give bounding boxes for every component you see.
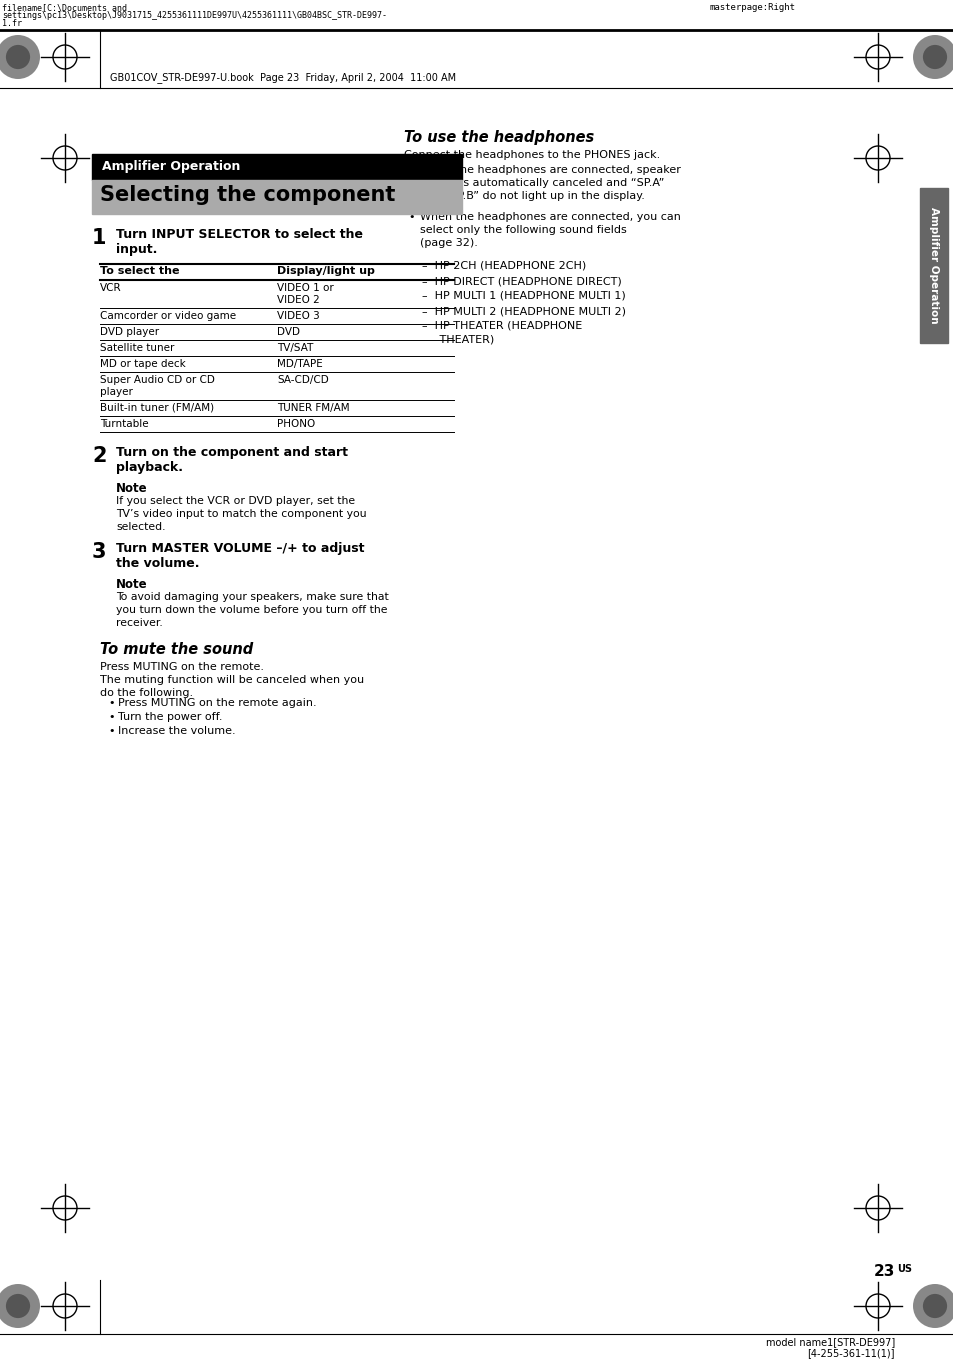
Text: –  HP THEATER (HEADPHONE
     THEATER): – HP THEATER (HEADPHONE THEATER) [421,321,581,344]
Circle shape [912,1284,953,1329]
Text: Super Audio CD or CD
player: Super Audio CD or CD player [100,375,214,397]
Text: To mute the sound: To mute the sound [100,642,253,657]
Text: TUNER FM/AM: TUNER FM/AM [276,402,349,413]
Text: –  HP MULTI 2 (HEADPHONE MULTI 2): – HP MULTI 2 (HEADPHONE MULTI 2) [421,306,625,316]
Text: Connect the headphones to the PHONES jack.: Connect the headphones to the PHONES jac… [403,150,659,160]
Text: Amplifier Operation: Amplifier Operation [928,207,938,323]
Text: Built-in tuner (FM/AM): Built-in tuner (FM/AM) [100,402,213,413]
Text: DVD player: DVD player [100,327,159,337]
Text: MD or tape deck: MD or tape deck [100,359,186,370]
Text: Press MUTING on the remote.: Press MUTING on the remote. [100,662,264,672]
Text: •: • [108,698,114,708]
Circle shape [0,35,40,79]
Text: [4-255-361-11(1)]: [4-255-361-11(1)] [806,1348,894,1359]
Text: model name1[STR-DE997]: model name1[STR-DE997] [765,1337,894,1348]
Text: Increase the volume.: Increase the volume. [118,726,235,737]
Text: Turn INPUT SELECTOR to select the
input.: Turn INPUT SELECTOR to select the input. [116,228,363,256]
Text: settings\pc13\Desktop\J9031715_4255361111DE997U\4255361111\GB04BSC_STR-DE997-: settings\pc13\Desktop\J9031715_425536111… [2,11,387,20]
Text: Display/light up: Display/light up [276,266,375,276]
Text: To avoid damaging your speakers, make sure that
you turn down the volume before : To avoid damaging your speakers, make su… [116,592,388,629]
Text: MD/TAPE: MD/TAPE [276,359,322,370]
Text: VIDEO 3: VIDEO 3 [276,311,319,321]
Text: Satellite tuner: Satellite tuner [100,342,174,353]
Text: filename[C:\Documents and: filename[C:\Documents and [2,3,127,12]
Text: 3: 3 [91,542,107,562]
Text: To select the: To select the [100,266,179,276]
Text: Amplifier Operation: Amplifier Operation [102,160,240,173]
Text: VIDEO 1 or
VIDEO 2: VIDEO 1 or VIDEO 2 [276,282,334,304]
Text: Note: Note [116,481,148,495]
Circle shape [6,1294,30,1318]
Text: –  HP MULTI 1 (HEADPHONE MULTI 1): – HP MULTI 1 (HEADPHONE MULTI 1) [421,291,625,301]
Text: Note: Note [116,578,148,591]
Text: To use the headphones: To use the headphones [403,130,594,145]
Text: Turn MASTER VOLUME –/+ to adjust
the volume.: Turn MASTER VOLUME –/+ to adjust the vol… [116,542,364,570]
Bar [919,188,947,342]
Text: •: • [108,712,114,722]
Text: TV/SAT: TV/SAT [276,342,313,353]
Text: –  HP DIRECT (HEADPHONE DIRECT): – HP DIRECT (HEADPHONE DIRECT) [421,276,621,286]
Text: SA-CD/CD: SA-CD/CD [276,375,329,385]
Text: Turn on the component and start
playback.: Turn on the component and start playback… [116,446,348,475]
Bar [91,180,461,214]
Circle shape [912,35,953,79]
Text: The muting function will be canceled when you
do the following.: The muting function will be canceled whe… [100,675,364,698]
Text: 23: 23 [873,1264,894,1279]
Text: DVD: DVD [276,327,299,337]
Text: US: US [896,1264,911,1274]
Circle shape [922,1294,946,1318]
Text: Press MUTING on the remote again.: Press MUTING on the remote again. [118,698,316,708]
Circle shape [0,1284,40,1329]
Text: If you select the VCR or DVD player, set the
TV’s video input to match the compo: If you select the VCR or DVD player, set… [116,496,366,532]
Text: PHONO: PHONO [276,419,314,430]
Text: 2: 2 [91,446,107,466]
Text: When the headphones are connected, you can
select only the following sound field: When the headphones are connected, you c… [419,211,680,248]
Text: When the headphones are connected, speaker
output is automatically canceled and : When the headphones are connected, speak… [419,165,680,202]
Text: Turntable: Turntable [100,419,149,430]
Text: Selecting the component: Selecting the component [100,186,395,205]
Text: •: • [108,726,114,737]
Text: 1: 1 [91,228,107,248]
Text: •: • [408,211,414,222]
Text: Camcorder or video game: Camcorder or video game [100,311,236,321]
Text: –  HP 2CH (HEADPHONE 2CH): – HP 2CH (HEADPHONE 2CH) [421,261,586,271]
Text: •: • [408,165,414,175]
Bar [91,154,461,180]
Text: Turn the power off.: Turn the power off. [118,712,222,722]
Text: masterpage:Right: masterpage:Right [709,3,795,12]
Text: 1.fr: 1.fr [2,19,22,29]
Text: VCR: VCR [100,282,121,293]
Circle shape [922,45,946,70]
Circle shape [6,45,30,70]
Text: GB01COV_STR-DE997-U.book  Page 23  Friday, April 2, 2004  11:00 AM: GB01COV_STR-DE997-U.book Page 23 Friday,… [110,72,456,83]
